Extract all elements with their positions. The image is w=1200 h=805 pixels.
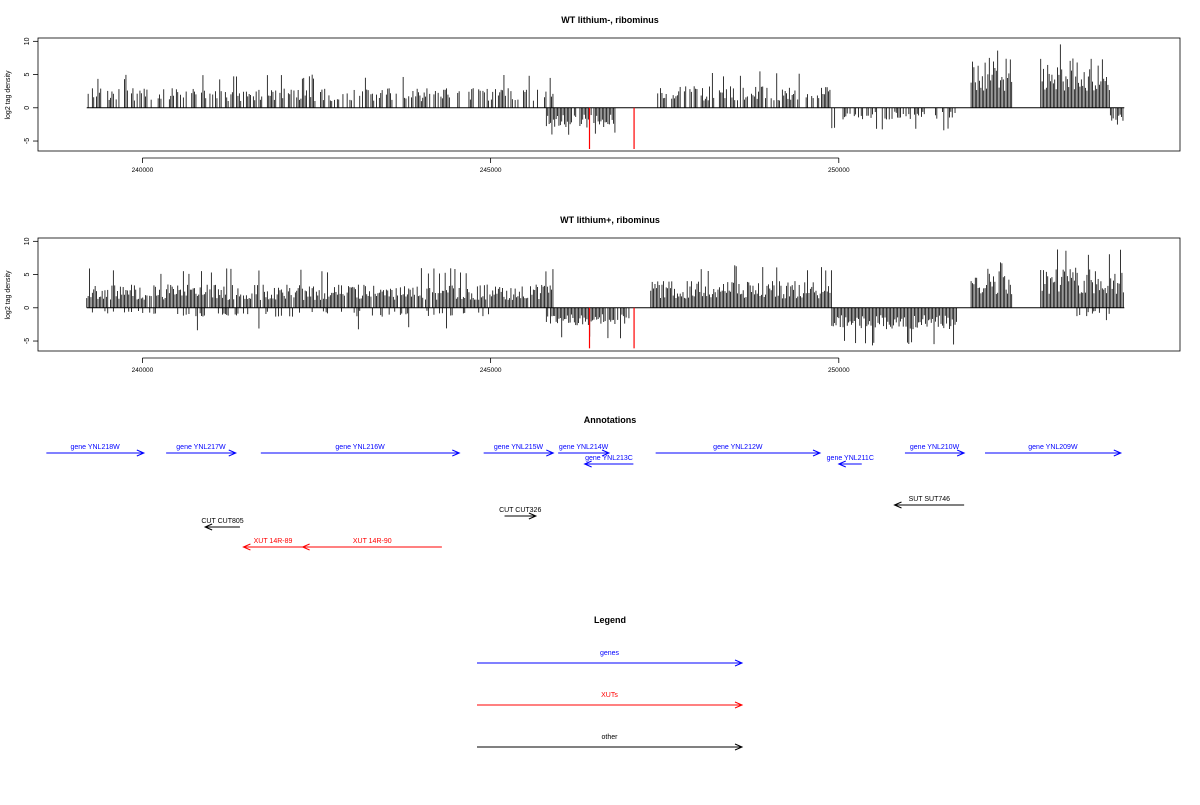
y-tick-label: -5 <box>24 338 31 344</box>
track-title: WT lithium-, ribominus <box>561 15 659 25</box>
legend-arrow-head <box>734 701 744 709</box>
x-tick-label: 250000 <box>828 167 850 174</box>
feature-arrow-head <box>1113 449 1123 457</box>
feature-gene: gene YNL216W <box>260 444 461 457</box>
legend-item-gene: genes <box>477 650 744 667</box>
feature-arrow-head <box>601 449 611 457</box>
y-axis-label: log2 tag density <box>5 270 12 320</box>
feature-label: gene YNL215W <box>494 444 544 451</box>
feature-label: gene YNL217W <box>176 444 226 451</box>
track-panel-lithium-minus: WT lithium-, ribominus log2 tag density … <box>5 15 1181 174</box>
x-tick-label: 245000 <box>480 167 502 174</box>
data-bars <box>86 249 1124 346</box>
feature-gene: gene YNL214W <box>558 444 611 457</box>
feature-label: SUT SUT746 <box>909 496 951 503</box>
legend-label: XUTs <box>601 692 618 699</box>
feature-arrow-head <box>546 449 555 457</box>
feature-gene: gene YNL215W <box>483 444 555 457</box>
feature-arrow-head <box>452 449 461 457</box>
x-tick-label: 240000 <box>132 367 154 374</box>
feature-arrow-head <box>228 449 238 457</box>
feature-arrow-head <box>583 460 592 468</box>
feature-xut: XUT 14R-89 <box>242 538 303 551</box>
y-tick-label: -5 <box>24 138 31 144</box>
feature-gene: gene YNL213C <box>583 455 634 468</box>
legend-item-other: other <box>477 734 744 751</box>
feature-label: CUT CUT805 <box>201 518 243 525</box>
track-panel-lithium-plus: WT lithium+, ribominus log2 tag density … <box>5 215 1181 374</box>
feature-label: XUT 14R-90 <box>353 538 392 545</box>
feature-gene: gene YNL210W <box>904 444 966 457</box>
feature-label: gene YNL209W <box>1028 444 1078 451</box>
feature-label: gene YNL214W <box>559 444 609 451</box>
feature-arrow-head <box>203 523 213 531</box>
plot-frame <box>37 37 1181 152</box>
y-tick-label: 10 <box>24 37 31 45</box>
legend-item-xut: XUTs <box>477 692 744 709</box>
legend-title: Legend <box>594 615 626 625</box>
feature-gene: gene YNL211C <box>827 455 874 468</box>
feature-gene: gene YNL217W <box>166 444 238 457</box>
feature-label: gene YNL212W <box>713 444 763 451</box>
y-tick-label: 0 <box>24 306 31 310</box>
annotations-panel: Annotations gene YNL218W gene YNL217W gene… <box>46 415 1123 551</box>
y-tick-label: 10 <box>24 237 31 245</box>
feature-arrow-head <box>136 449 146 457</box>
y-tick-label: 5 <box>24 73 31 77</box>
feature-gene: gene YNL212W <box>655 444 822 457</box>
feature-arrow-head <box>301 543 310 551</box>
feature-label: gene YNL213C <box>585 455 633 462</box>
x-tick-label: 240000 <box>132 167 154 174</box>
feature-arrow-head <box>956 449 966 457</box>
feature-xut: XUT 14R-90 <box>301 538 442 551</box>
y-tick-label: 0 <box>24 106 31 110</box>
feature-label: XUT 14R-89 <box>254 538 293 545</box>
x-tick-label: 250000 <box>828 367 850 374</box>
legend-arrow-head <box>734 743 744 751</box>
x-tick-label: 245000 <box>480 367 502 374</box>
y-axis-label: log2 tag density <box>5 70 12 120</box>
legend-arrow-head <box>734 659 744 667</box>
feature-label: CUT CUT326 <box>499 507 541 514</box>
feature-other: CUT CUT805 <box>201 518 244 531</box>
legend-label: genes <box>600 650 620 657</box>
legend-label: other <box>602 734 619 741</box>
feature-label: gene YNL211C <box>827 455 874 462</box>
track-title: WT lithium+, ribominus <box>560 215 660 225</box>
feature-arrow-head <box>893 501 902 509</box>
data-bars <box>87 44 1124 135</box>
annotations-title: Annotations <box>584 415 637 425</box>
feature-label: gene YNL216W <box>335 444 385 451</box>
y-tick-label: 5 <box>24 273 31 277</box>
feature-other: CUT CUT326 <box>499 507 541 520</box>
feature-arrow-head <box>837 460 846 468</box>
feature-arrow-head <box>242 543 251 551</box>
legend-panel: Legend genes XUTs other <box>477 615 744 751</box>
feature-other: SUT SUT746 <box>893 496 965 509</box>
feature-gene: gene YNL218W <box>46 444 146 457</box>
feature-gene: gene YNL209W <box>985 444 1123 457</box>
feature-arrow-head <box>528 512 538 520</box>
feature-label: gene YNL210W <box>910 444 960 451</box>
feature-arrow-head <box>812 449 822 457</box>
plot-frame <box>37 237 1181 352</box>
feature-label: gene YNL218W <box>70 444 120 451</box>
